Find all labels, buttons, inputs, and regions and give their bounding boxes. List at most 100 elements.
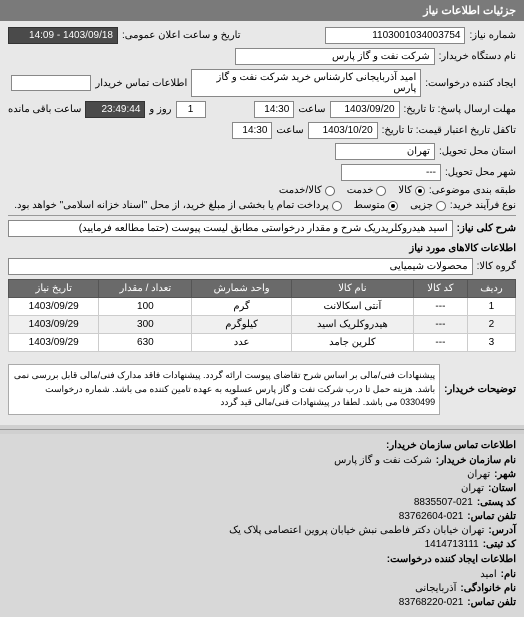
table-row: 3---کلرین جامدعدد6301403/09/29 [9,334,516,352]
goods-group-label: گروه کالا: [477,261,516,272]
requester-section-title: اطلاعات ایجاد کننده درخواست: [8,554,516,565]
table-cell: کلرین جامد [291,334,413,352]
contact-org-label: نام سازمان خریدار: [436,455,516,466]
contact-name-label: نام: [501,569,516,580]
requester-value: امید آذربایجانی کارشناس خرید شرکت نفت و … [191,69,421,97]
radio-minor-label: جزیی [410,200,433,211]
table-cell: 1403/09/29 [9,334,99,352]
table-cell: عدد [192,334,292,352]
col-qty: تعداد / مقدار [99,280,192,298]
col-name: نام کالا [291,280,413,298]
radio-goods-label: کالا [398,185,412,196]
radio-icon [332,201,342,211]
table-cell: 630 [99,334,192,352]
deadline-send-label: مهلت ارسال پاسخ: تا تاریخ: [404,104,516,115]
contact-phone: 83762604-021 [399,511,464,522]
process-type-label: نوع فرآیند خرید: [450,200,516,211]
demand-type-group: کالا خدمت کالا/خدمت [279,185,425,196]
table-cell: 1403/09/29 [9,316,99,334]
delivery-province: تهران [335,143,435,160]
radio-icon [415,186,425,196]
contact-postal-label: کد پستی: [477,497,516,508]
col-date: تاریخ نیاز [9,280,99,298]
validity-label: تاکفل تاریخ اعتبار قیمت: تا تاریخ: [382,125,516,136]
contact-name: امید [480,569,496,580]
contact-postal: 8835507-021 [414,497,473,508]
buyer-org-label: نام دستگاه خریدار: [439,51,516,62]
radio-icon [436,201,446,211]
contact-province-label: استان: [488,483,516,494]
table-cell: 1403/09/29 [9,298,99,316]
divider [0,429,524,430]
contact-address-label: آدرس: [488,525,516,536]
delivery-city-label: شهر محل تحویل: [445,167,516,178]
request-number-label: شماره نیاز: [469,30,516,41]
goods-table: ردیف کد کالا نام کالا واحد شمارش تعداد /… [8,279,516,352]
contact-info-value [11,75,91,91]
announce-datetime-value: 1403/09/18 - 14:09 [8,27,118,44]
table-cell: 1 [467,298,515,316]
divider [8,215,516,216]
validity-date: 1403/10/20 [308,122,378,139]
contact-family-label: نام خانوادگی: [460,583,516,594]
table-cell: --- [413,298,467,316]
radio-icon [388,201,398,211]
table-cell: 2 [467,316,515,334]
contact-reg: 1414713111 [425,539,479,550]
time-remaining-label: ساعت باقی مانده [8,104,81,115]
general-desc-value: اسید هیدروکلریدریک شرح و مقدار درخواستی … [8,220,453,237]
contact-section: اطلاعات تماس سازمان خریدار: نام سازمان خ… [0,434,524,617]
buyer-org-value: شرکت نفت و گاز پارس [235,48,435,65]
contact-city: تهران [467,469,490,480]
col-row: ردیف [467,280,515,298]
radio-both-label: کالا/خدمت [279,185,322,196]
demand-type-label: طبقه بندی موضوعی: [429,185,516,196]
contact-info-label: اطلاعات تماس خریدار [95,78,187,89]
table-header-row: ردیف کد کالا نام کالا واحد شمارش تعداد /… [9,280,516,298]
contact-city-label: شهر: [494,469,516,480]
delivery-province-label: استان محل تحویل: [439,146,516,157]
days-label: روز و [149,104,171,115]
radio-goods[interactable]: کالا [398,185,425,196]
deadline-send-time: 14:30 [254,101,294,118]
page-title: جزئیات اطلاعات نیاز [0,0,524,21]
delivery-city: --- [341,164,441,181]
contact-org: شرکت نفت و گاز پارس [334,455,432,466]
contact-address: تهران خیابان دکتر فاطمی نبش خیابان پروین… [229,525,484,536]
deadline-send-date: 1403/09/20 [330,101,400,118]
contact-family: آذربایجانی [415,583,456,594]
goods-group-value: محصولات شیمیایی [8,258,473,275]
general-desc-label: شرح کلی نیاز: [457,223,516,234]
radio-medium[interactable]: متوسط [354,200,398,211]
announce-datetime-label: تاریخ و ساعت اعلان عمومی: [122,30,241,41]
table-cell: هیدروکلریک اسید [291,316,413,334]
table-cell: کیلوگرم [192,316,292,334]
radio-icon [325,186,335,196]
time-label-2: ساعت [276,125,303,136]
col-unit: واحد شمارش [192,280,292,298]
notes-text: پیشنهادات فنی/مالی بر اساس شرح تقاضای پی… [8,364,440,415]
table-row: 1---آنتی اسکالانتگرم1001403/09/29 [9,298,516,316]
contact-section-title: اطلاعات تماس سازمان خریدار: [8,440,516,451]
radio-service[interactable]: خدمت [347,185,387,196]
notes-label: توضیحات خریدار: [444,384,516,395]
time-remaining: 23:49:44 [85,101,145,118]
goods-info-label: اطلاعات کالاهای مورد نیاز [8,243,516,254]
radio-both[interactable]: کالا/خدمت [279,185,335,196]
contact-reg-label: کد ثبتی: [483,539,516,550]
radio-minor[interactable]: جزیی [410,200,446,211]
process-type-group: جزیی متوسط پرداخت تمام یا بخشی از مبلغ خ… [14,200,446,211]
table-cell: --- [413,316,467,334]
col-code: کد کالا [413,280,467,298]
radio-treasury[interactable]: پرداخت تمام یا بخشی از مبلغ خرید، از محل… [14,200,341,211]
validity-time: 14:30 [232,122,272,139]
radio-icon [376,186,386,196]
radio-treasury-label: پرداخت تمام یا بخشی از مبلغ خرید، از محل… [14,200,328,211]
table-cell: آنتی اسکالانت [291,298,413,316]
request-number-value: 1103001034003754 [325,27,465,44]
main-form: شماره نیاز: 1103001034003754 تاریخ و ساع… [0,21,524,358]
radio-medium-label: متوسط [354,200,385,211]
table-cell: 3 [467,334,515,352]
table-cell: گرم [192,298,292,316]
time-label-1: ساعت [298,104,325,115]
